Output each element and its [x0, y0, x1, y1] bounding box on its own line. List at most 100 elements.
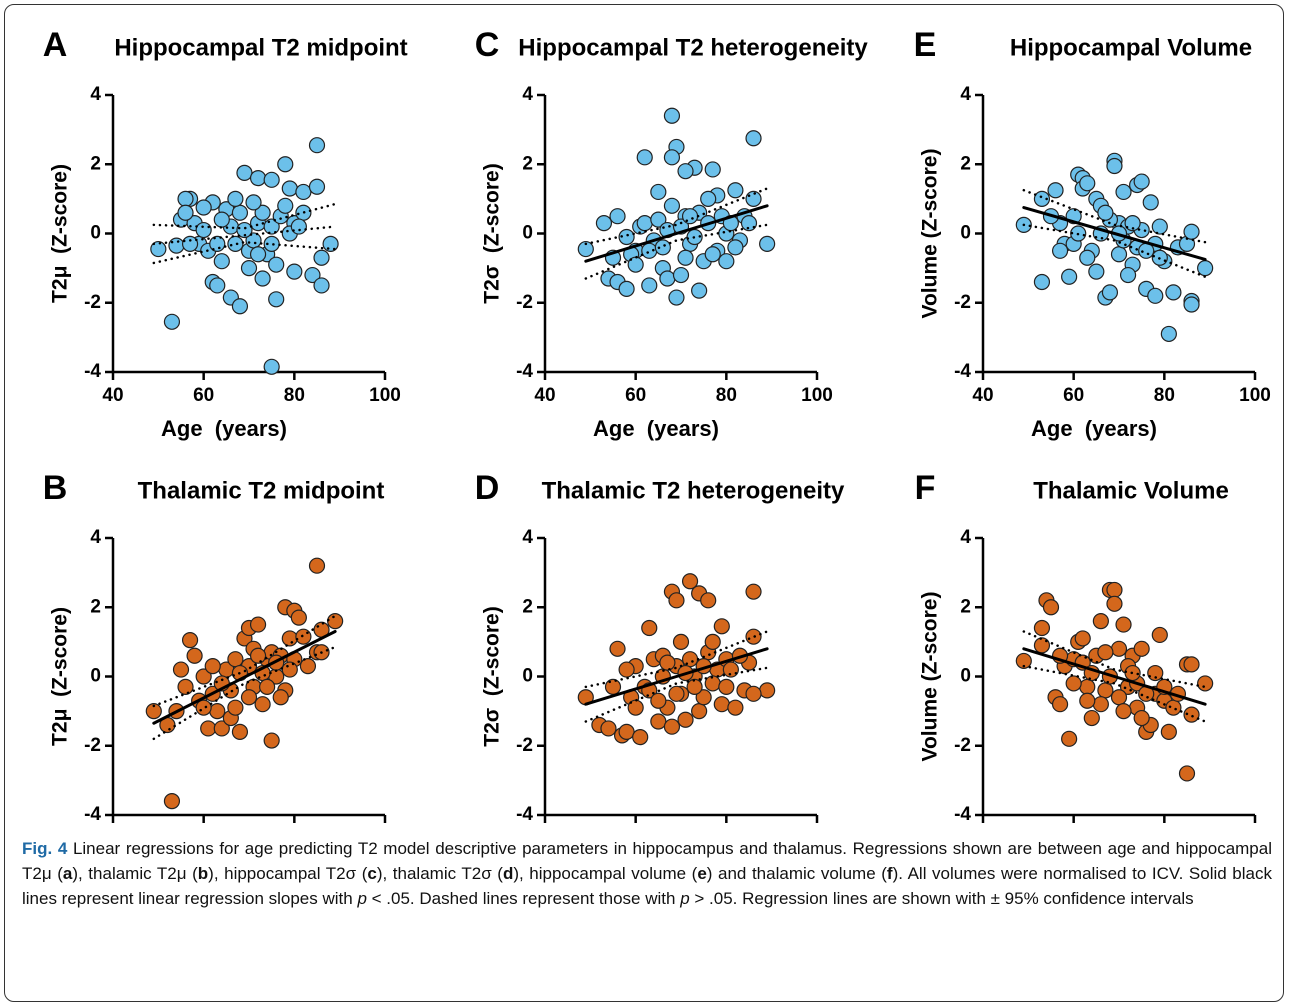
y-axis-label: T2σ (Z-score)	[481, 163, 504, 303]
figure-frame	[4, 4, 1284, 1002]
point	[1115, 703, 1132, 720]
y-tick-label: -4	[84, 361, 101, 382]
point	[718, 678, 735, 695]
y-tick-label: -4	[954, 804, 971, 825]
point	[650, 183, 667, 201]
caption-text: Linear regressions for age predicting T2…	[22, 839, 1272, 883]
panel-label: B	[43, 469, 68, 507]
x-tick-label: 100	[1239, 828, 1271, 830]
point	[1065, 675, 1082, 692]
point	[700, 592, 717, 609]
point	[681, 573, 699, 590]
point	[1183, 656, 1200, 673]
point	[1033, 619, 1051, 637]
point	[1097, 644, 1114, 661]
point	[659, 654, 676, 671]
confidence-line	[584, 630, 769, 689]
x-tick-label: 60	[193, 828, 214, 830]
point	[231, 723, 249, 741]
point	[1197, 260, 1214, 277]
point	[668, 592, 685, 609]
point	[195, 221, 212, 239]
point	[595, 215, 613, 232]
point	[718, 253, 735, 270]
point	[308, 137, 326, 154]
point	[163, 793, 181, 810]
x-tick-label: 60	[1063, 385, 1084, 406]
point	[650, 713, 667, 730]
x-tick-label: 40	[972, 385, 993, 406]
point	[663, 718, 681, 735]
point	[609, 208, 626, 225]
y-tick-label: 4	[90, 527, 101, 548]
point	[308, 557, 326, 574]
caption-text: d	[502, 864, 514, 883]
point	[713, 618, 730, 635]
point	[263, 218, 280, 235]
point	[1033, 190, 1051, 207]
y-tick-label: -2	[954, 292, 971, 313]
point	[277, 156, 294, 173]
point	[249, 170, 267, 187]
point	[322, 235, 339, 252]
point	[727, 699, 744, 716]
point	[1133, 640, 1150, 657]
point	[227, 699, 244, 716]
point	[681, 208, 699, 225]
y-tick-label: 4	[90, 84, 101, 105]
caption-text: ). All volumes were normalised to ICV. S…	[22, 864, 1272, 908]
point	[641, 619, 658, 637]
y-tick-label: 0	[522, 223, 533, 244]
point	[263, 732, 280, 749]
regression-line	[152, 225, 337, 246]
point	[1079, 175, 1096, 192]
point	[254, 696, 271, 713]
point	[209, 703, 226, 720]
point	[1097, 682, 1114, 699]
point	[759, 235, 776, 252]
point	[636, 215, 653, 232]
x-tick-label: 80	[716, 385, 737, 406]
point	[1106, 157, 1123, 175]
point	[618, 228, 635, 246]
x-tick-label: 100	[369, 828, 401, 830]
confidence-line	[152, 240, 337, 265]
y-tick-label: 0	[960, 223, 971, 244]
y-tick-label: 2	[90, 596, 101, 617]
y-tick-label: -2	[84, 735, 101, 756]
confidence-line	[584, 187, 769, 246]
y-axis-label: T2σ (Z-score)	[481, 606, 504, 746]
point	[632, 728, 649, 746]
point	[618, 280, 635, 297]
y-tick-label: 2	[522, 596, 533, 617]
point	[663, 149, 681, 166]
point	[1183, 706, 1200, 723]
point	[695, 689, 712, 706]
point	[1079, 249, 1096, 266]
panel-label: C	[475, 26, 500, 64]
point	[1092, 696, 1109, 713]
confidence-line	[1022, 630, 1207, 689]
x-tick-label: 100	[801, 385, 833, 406]
confidence-line	[1022, 223, 1207, 279]
chart-title: Hippocampal T2 heterogeneity	[518, 34, 868, 61]
y-axis-label: T2μ (Z-score)	[49, 607, 72, 746]
y-tick-label: 4	[522, 84, 533, 105]
x-axis-label: Age (years)	[1031, 416, 1157, 441]
confidence-line	[152, 645, 337, 741]
point	[249, 647, 267, 664]
point	[1097, 204, 1114, 221]
point	[727, 239, 744, 256]
point	[268, 256, 285, 273]
point	[177, 204, 194, 221]
point	[600, 720, 617, 737]
y-tick-label: -4	[954, 361, 971, 382]
x-tick-label: 100	[1239, 385, 1271, 406]
caption-text: < .05. Dashed lines represent those with	[366, 889, 681, 908]
panel-label: A	[43, 26, 68, 64]
point	[1088, 263, 1105, 280]
caption-text: ) and thalamic volume (	[706, 864, 887, 883]
point	[172, 661, 190, 678]
point	[177, 190, 194, 207]
point	[281, 180, 298, 197]
